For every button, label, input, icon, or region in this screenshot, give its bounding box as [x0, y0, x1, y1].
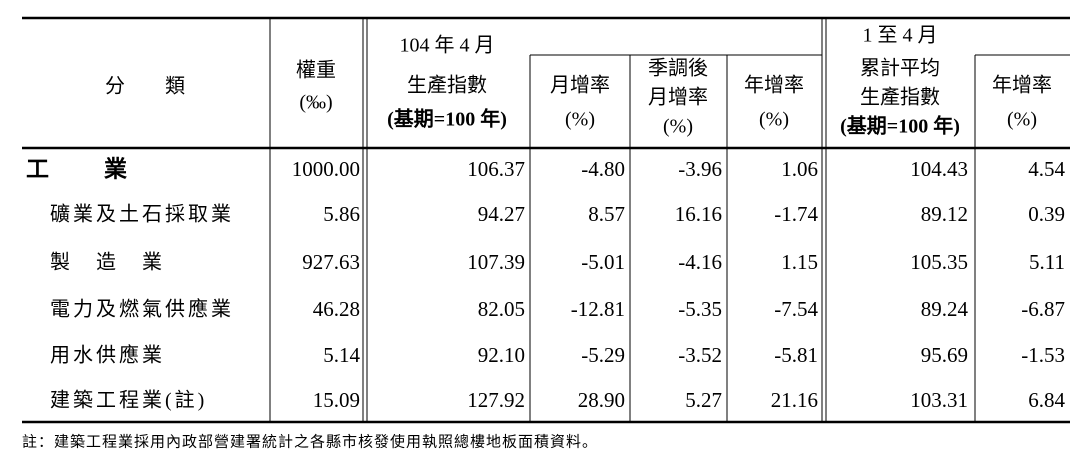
cell-value: 1.06 [781, 157, 818, 181]
header-cell: (%) [663, 116, 693, 138]
header-cell: 累計平均 [860, 57, 940, 80]
cell-value: 89.12 [921, 202, 968, 226]
cell-value: 5.27 [685, 388, 722, 412]
header-cell: 年增率 [992, 74, 1052, 97]
cell-value: -1.74 [774, 202, 818, 226]
header-cell: 1 至 4 月 [863, 25, 938, 47]
cell-value: 82.05 [478, 297, 525, 321]
cell-value: 1.15 [781, 250, 818, 274]
cell-value: 5.86 [323, 202, 360, 226]
header-cell: 季調後 [648, 57, 708, 80]
cell-value: 127.92 [467, 388, 525, 412]
header-cell: 年增率 [744, 74, 804, 97]
header-cell: (%) [565, 109, 595, 131]
cell-value: 927.63 [302, 250, 360, 274]
header-cell: 月增率 [550, 74, 610, 97]
row-label: 電力及燃氣供應業 [50, 297, 234, 321]
cell-value: 103.31 [910, 388, 968, 412]
header-cell: (%) [759, 109, 789, 131]
cell-value: 16.16 [675, 202, 722, 226]
header-cell: (基期=100 年) [840, 114, 960, 138]
row-label: 工 業 [26, 155, 130, 181]
cell-value: 107.39 [467, 250, 525, 274]
cell-value: -5.35 [678, 297, 722, 321]
cell-value: 95.69 [921, 343, 968, 367]
rules [22, 16, 1070, 424]
header-cell: 分 類 [105, 75, 185, 98]
cell-value: 106.37 [467, 157, 525, 181]
cell-value: 104.43 [910, 157, 968, 181]
header-cell: 104 年 4 月 [400, 34, 495, 57]
cell-value: 89.24 [921, 297, 969, 321]
cell-value: 4.54 [1028, 157, 1065, 181]
cell-value: -4.80 [581, 157, 625, 181]
cell-value: 5.14 [323, 343, 360, 367]
footnote: 註：建築工程業採用內政部營建署統計之各縣市核發使用執照總樓地板面積資料。 [22, 432, 598, 450]
header-cell: 權重 [296, 59, 336, 82]
cell-value: 94.27 [478, 202, 525, 226]
cell-value: 21.16 [771, 388, 818, 412]
cell-value: 28.90 [578, 388, 625, 412]
cell-value: 46.28 [313, 297, 360, 321]
row-label: 用水供應業 [50, 343, 165, 367]
cell-value: -6.87 [1021, 297, 1065, 321]
cell-value: -1.53 [1021, 343, 1065, 367]
cell-value: -7.54 [774, 297, 818, 321]
cell-value: -12.81 [571, 297, 625, 321]
cell-value: -3.96 [678, 157, 722, 181]
cell-value: 6.84 [1028, 388, 1065, 412]
cell-value: -4.16 [678, 250, 722, 274]
row-label: 礦業及土石採取業 [50, 203, 234, 226]
header-cell: 月增率 [648, 86, 708, 109]
header-cell: 生產指數 [407, 74, 487, 97]
cell-value: -3.52 [678, 343, 722, 367]
header-cell: 生產指數 [860, 86, 940, 109]
row-label: 建築工程業(註) [50, 389, 207, 412]
header-cell: (基期=100 年) [387, 107, 507, 131]
cell-value: 0.39 [1028, 202, 1065, 226]
header-cell: (‰) [299, 92, 332, 114]
cell-value: 1000.00 [292, 157, 360, 181]
cell-value: 92.10 [478, 343, 525, 367]
cell-value: -5.01 [581, 250, 625, 274]
row-label: 製 造 業 [50, 251, 165, 274]
cell-value: 5.11 [1029, 250, 1065, 274]
cell-value: -5.29 [581, 343, 625, 367]
cell-value: 15.09 [313, 388, 360, 412]
header-cell: (%) [1007, 109, 1037, 131]
cell-value: -5.81 [774, 343, 818, 367]
cell-value: 8.57 [588, 202, 625, 226]
cell-value: 105.35 [910, 250, 968, 274]
